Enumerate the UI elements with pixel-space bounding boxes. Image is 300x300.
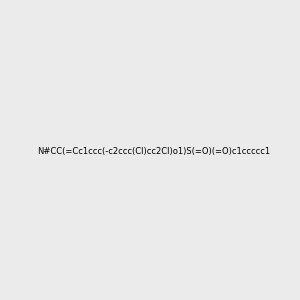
Text: N#CC(=Cc1ccc(-c2ccc(Cl)cc2Cl)o1)S(=O)(=O)c1ccccc1: N#CC(=Cc1ccc(-c2ccc(Cl)cc2Cl)o1)S(=O)(=O…: [37, 147, 270, 156]
